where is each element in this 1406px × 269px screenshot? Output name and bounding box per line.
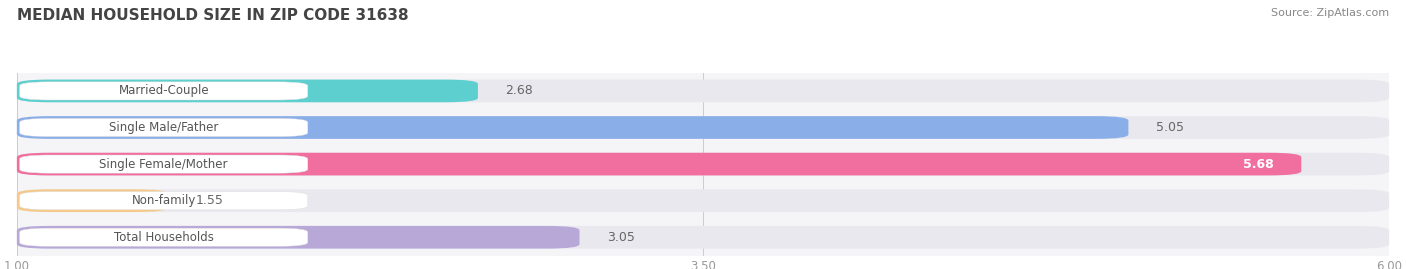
FancyBboxPatch shape (20, 118, 308, 137)
FancyBboxPatch shape (20, 228, 308, 246)
FancyBboxPatch shape (17, 116, 1129, 139)
FancyBboxPatch shape (17, 153, 1302, 175)
Text: 5.05: 5.05 (1156, 121, 1184, 134)
Text: Total Households: Total Households (114, 231, 214, 244)
FancyBboxPatch shape (20, 155, 308, 173)
FancyBboxPatch shape (20, 192, 308, 210)
Text: Source: ZipAtlas.com: Source: ZipAtlas.com (1271, 8, 1389, 18)
FancyBboxPatch shape (17, 189, 167, 212)
Text: 2.68: 2.68 (505, 84, 533, 97)
FancyBboxPatch shape (17, 226, 579, 249)
Text: 1.55: 1.55 (195, 194, 224, 207)
FancyBboxPatch shape (17, 189, 1389, 212)
Text: Single Male/Father: Single Male/Father (110, 121, 218, 134)
FancyBboxPatch shape (17, 226, 1389, 249)
FancyBboxPatch shape (20, 82, 308, 100)
Text: Single Female/Mother: Single Female/Mother (100, 158, 228, 171)
FancyBboxPatch shape (17, 80, 478, 102)
Text: Married-Couple: Married-Couple (118, 84, 209, 97)
FancyBboxPatch shape (17, 116, 1389, 139)
Text: Non-family: Non-family (132, 194, 195, 207)
FancyBboxPatch shape (17, 153, 1389, 175)
FancyBboxPatch shape (17, 80, 1389, 102)
Text: 5.68: 5.68 (1243, 158, 1274, 171)
Text: MEDIAN HOUSEHOLD SIZE IN ZIP CODE 31638: MEDIAN HOUSEHOLD SIZE IN ZIP CODE 31638 (17, 8, 409, 23)
Text: 3.05: 3.05 (607, 231, 636, 244)
